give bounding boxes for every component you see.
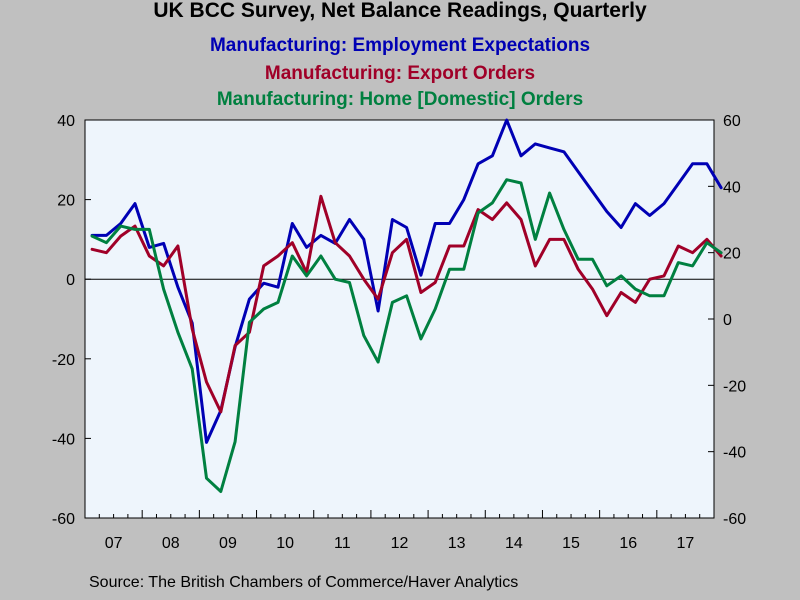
left-tick-label: -40	[52, 431, 75, 448]
right-tick-label: -60	[723, 511, 746, 528]
source-note: Source: The British Chambers of Commerce…	[89, 574, 519, 591]
left-tick-label: 0	[66, 272, 75, 289]
x-tick-label: 15	[562, 535, 580, 552]
x-tick-label: 08	[162, 535, 180, 552]
legend-entry-export-orders: Manufacturing: Export Orders	[264, 63, 536, 84]
x-tick-label: 09	[219, 535, 237, 552]
left-tick-label: -60	[52, 511, 75, 528]
right-tick-label: 0	[723, 312, 732, 329]
legend-entry-home-orders: Manufacturing: Home [Domestic] Orders	[216, 89, 584, 110]
x-tick-label: 16	[619, 535, 637, 552]
left-tick-label: 40	[57, 113, 75, 130]
left-tick-label: -20	[52, 352, 75, 369]
legend-entry-employment: Manufacturing: Employment Expectations	[209, 35, 591, 56]
plot-area	[84, 119, 715, 519]
x-tick-label: 13	[448, 535, 466, 552]
right-tick-label: -20	[723, 378, 746, 395]
x-tick-label: 14	[505, 535, 523, 552]
x-tick-label: 07	[105, 535, 123, 552]
right-tick-label: 60	[723, 113, 741, 130]
chart-title: UK BCC Survey, Net Balance Readings, Qua…	[153, 0, 647, 22]
right-tick-label: -40	[723, 445, 746, 462]
right-tick-label: 20	[723, 246, 741, 263]
left-tick-label: 20	[57, 193, 75, 210]
x-tick-label: 11	[334, 535, 351, 552]
series-line-2	[90, 178, 723, 493]
series-line-0	[90, 118, 723, 444]
series-line-1	[90, 194, 723, 414]
x-tick-label: 12	[391, 535, 409, 552]
right-tick-label: 40	[723, 179, 741, 196]
x-tick-label: 17	[677, 535, 695, 552]
x-tick-label: 10	[276, 535, 294, 552]
